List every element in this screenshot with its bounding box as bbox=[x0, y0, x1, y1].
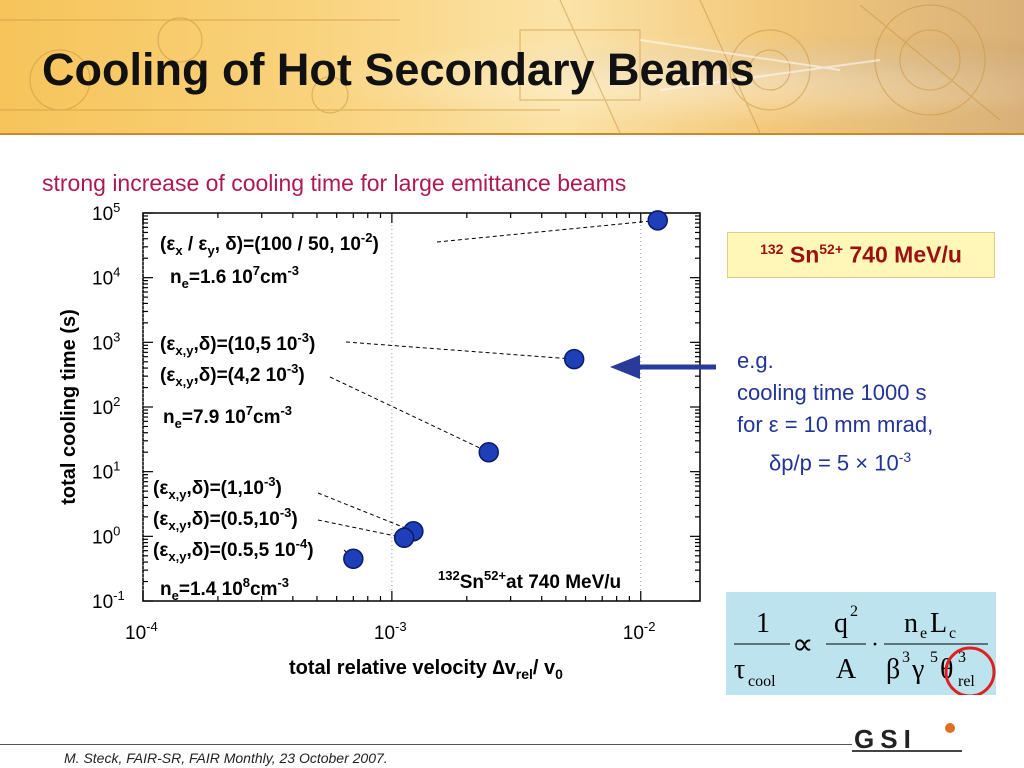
example-line-2: cooling time 1000 s bbox=[737, 380, 927, 405]
formula-den-3-a: β bbox=[886, 654, 900, 685]
formula-den-1-sub: cool bbox=[748, 673, 776, 690]
header-divider bbox=[0, 133, 1024, 135]
point-annotation: (εx / εy, δ)=(100 / 50, 10-2) bbox=[160, 230, 379, 258]
point-annotation: (εx,y,δ)=(0.5,5 10-4) bbox=[153, 536, 314, 564]
annotation-leader-line bbox=[436, 219, 658, 243]
example-arrow bbox=[610, 355, 716, 379]
example-note: e.g. cooling time 1000 s for ε = 10 mm m… bbox=[737, 345, 933, 479]
y-tick-label: 103 bbox=[92, 329, 120, 354]
density-label: ne=1.6 107cm-3 bbox=[170, 263, 299, 291]
formula-num-3-a: n bbox=[904, 608, 918, 639]
formula-num-3-b-sub: c bbox=[949, 625, 956, 642]
density-label: ne=1.4 108cm-3 bbox=[160, 575, 289, 603]
data-point bbox=[478, 441, 499, 463]
formula-den-3-b: γ bbox=[911, 654, 924, 685]
y-tick-label: 105 bbox=[92, 200, 120, 225]
formula-den-2: A bbox=[836, 654, 857, 685]
gsi-logo-text: GSI bbox=[854, 724, 917, 754]
ion-element: Sn bbox=[783, 241, 820, 268]
y-tick-label: 102 bbox=[92, 394, 120, 419]
formula-num-2-exp: 2 bbox=[850, 603, 858, 620]
formula-num-2: q bbox=[834, 608, 848, 639]
point-annotation: (εx,y,δ)=(0.5,10-3) bbox=[153, 505, 298, 533]
header-banner: Cooling of Hot Secondary Beams bbox=[0, 0, 1024, 133]
example-line-4-exp: -3 bbox=[898, 449, 912, 465]
footer-citation: M. Steck, FAIR-SR, FAIR Monthly, 23 Octo… bbox=[64, 750, 388, 766]
point-annotations: (εx / εy, δ)=(100 / 50, 10-2) (εx,y,δ)=(1… bbox=[153, 230, 621, 603]
data-point bbox=[647, 210, 668, 231]
header-decoration bbox=[0, 0, 1001, 133]
y-tick-label: 10-1 bbox=[92, 588, 125, 613]
page-title: Cooling of Hot Secondary Beams bbox=[42, 44, 755, 95]
formula-box: 1 τ cool ∝ q 2 A · n e L c β 3 γ 5 θ 3 r… bbox=[726, 592, 996, 698]
x-tick-label: 10-2 bbox=[623, 619, 656, 644]
formula-den-3-b-exp: 5 bbox=[930, 649, 938, 666]
gsi-logo: GSI bbox=[852, 723, 962, 754]
footer-divider bbox=[0, 744, 852, 745]
x-tick-label: 10-3 bbox=[374, 619, 407, 644]
formula-proportional: ∝ bbox=[792, 628, 813, 661]
x-tick-label: 10-4 bbox=[125, 619, 158, 644]
point-annotation: (εx,y,δ)=(10,5 10-3) bbox=[160, 330, 315, 358]
y-tick-label: 100 bbox=[92, 523, 120, 548]
slide-subtitle: strong increase of cooling time for larg… bbox=[42, 170, 627, 196]
data-point bbox=[343, 548, 364, 570]
data-points bbox=[343, 210, 668, 570]
example-line-4-main: δp/p = 5 × 10 bbox=[769, 450, 899, 476]
formula-den-1: τ bbox=[734, 654, 745, 685]
point-annotation: (εx,y,δ)=(1,10-3) bbox=[153, 474, 282, 502]
ion-mass: 132 bbox=[760, 241, 784, 258]
axis-ticks: 10-1 100 101 102 103 104 105 10-4 10-3 10-2 bbox=[92, 200, 700, 644]
ion-charge: 52+ bbox=[819, 241, 843, 258]
cooling-time-chart: 10-1 100 101 102 103 104 105 10-4 10-3 10-2 (εx /… bbox=[58, 200, 701, 682]
ion-label-box: 132 Sn52+ 740 MeV/u bbox=[727, 232, 995, 278]
example-line-3: for ε = 10 mm mrad, bbox=[737, 412, 934, 437]
cooling-formula: 1 τ cool ∝ q 2 A · n e L c β 3 γ 5 θ 3 r… bbox=[734, 603, 996, 698]
example-line-4: δp/p = 5 × 10-3 bbox=[737, 441, 933, 479]
data-point bbox=[393, 527, 415, 549]
point-annotation: (εx,y,δ)=(4,2 10-3) bbox=[160, 361, 305, 389]
formula-den-3-a-exp: 3 bbox=[902, 649, 910, 666]
ion-energy: 740 MeV/u bbox=[843, 241, 962, 268]
annotation-leader-line bbox=[317, 492, 414, 532]
y-axis-label: total cooling time (s) bbox=[58, 309, 80, 505]
data-point bbox=[563, 348, 585, 370]
formula-num-3-a-sub: e bbox=[920, 625, 927, 642]
chart-ion-label: 132Sn52+at 740 MeV/u bbox=[438, 568, 621, 593]
annotation-leader-line bbox=[329, 376, 489, 453]
annotation-leader-line bbox=[345, 341, 575, 360]
formula-den-3-c-exp: 3 bbox=[958, 649, 966, 666]
y-tick-label: 104 bbox=[92, 265, 120, 290]
density-label: ne=7.9 107cm-3 bbox=[163, 403, 292, 431]
formula-num-1: 1 bbox=[756, 608, 770, 639]
formula-dot: · bbox=[871, 632, 879, 658]
annotation-leaders bbox=[317, 219, 658, 560]
formula-num-3-b: L bbox=[930, 608, 947, 639]
y-tick-label: 101 bbox=[92, 459, 120, 484]
annotation-leader-line bbox=[317, 519, 405, 539]
x-axis-label: total relative velocity ∆vrel/ v0 bbox=[289, 657, 563, 682]
formula-den-3-c-sub: rel bbox=[958, 673, 975, 690]
example-line-1: e.g. bbox=[737, 348, 774, 373]
